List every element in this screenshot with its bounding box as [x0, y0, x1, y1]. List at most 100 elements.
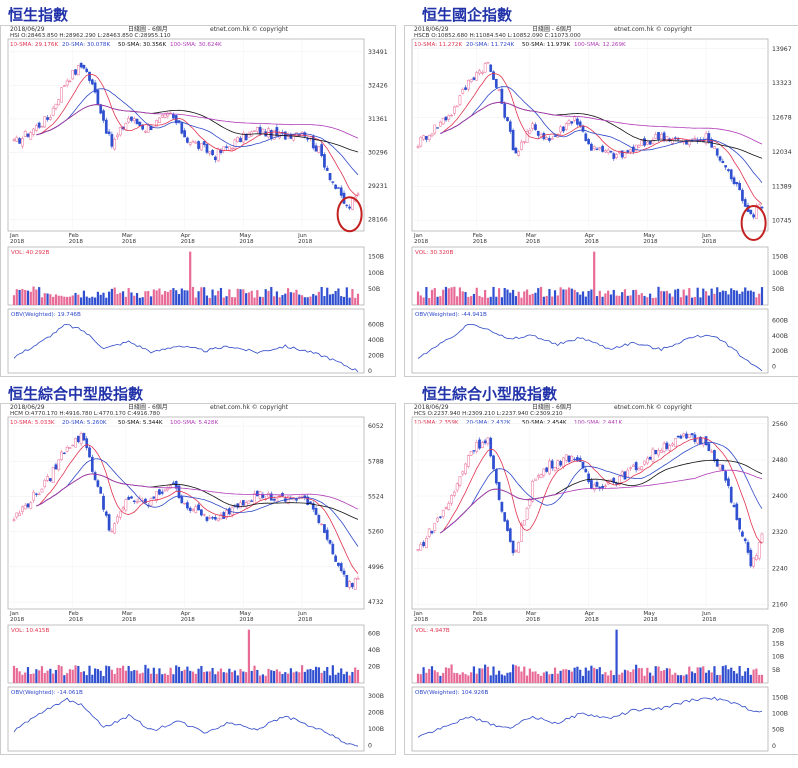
volume-tick-label: 50B: [368, 286, 380, 293]
volume-bar: [738, 293, 741, 305]
obv-tick-label: 0: [368, 368, 372, 375]
volume-bar: [674, 672, 677, 683]
volume-bar: [671, 674, 674, 683]
price-frame: [411, 38, 769, 232]
volume-bar: [85, 296, 88, 305]
volume-bar: [40, 666, 44, 683]
candle-body: [172, 114, 175, 119]
candle-body: [534, 124, 537, 130]
candle-body: [550, 138, 554, 140]
volume-tick-label: 100B: [368, 270, 384, 277]
candle-body: [746, 542, 750, 553]
candle-body: [356, 193, 360, 196]
volume-bar: [71, 669, 74, 683]
candle-body: [65, 447, 69, 452]
volume-bar: [450, 664, 453, 683]
candle-body: [430, 133, 434, 137]
volume-bar: [225, 296, 228, 305]
candle-body: [227, 146, 231, 151]
candle-body: [704, 133, 708, 144]
candle-body: [144, 131, 147, 133]
candle-body: [419, 136, 423, 147]
candle-body: [247, 132, 251, 138]
price-tick-label: 30296: [368, 149, 388, 156]
volume-bar: [124, 670, 127, 683]
chart-panel-hcm: 2018/06/29 日綫圖 - 6個月 etnet.com.hk © copyri…: [0, 403, 396, 759]
volume-bar: [442, 289, 445, 305]
candle-body: [545, 137, 549, 140]
volume-bar: [77, 294, 80, 305]
obv-tick-label: 150B: [772, 694, 788, 701]
candle-body: [211, 149, 214, 156]
volume-bar: [351, 289, 354, 305]
volume-bar: [456, 296, 459, 305]
volume-bar: [107, 291, 111, 305]
volume-bar: [205, 671, 209, 683]
volume-bar: [679, 675, 682, 683]
candle-body: [710, 451, 714, 453]
candle-body: [202, 141, 206, 145]
candle-body: [194, 506, 198, 513]
volume-bar: [32, 673, 35, 683]
candle-body: [461, 89, 465, 94]
header-ohlc: HCM O:4770.170 H:4916.780 L:4770.170 C:4…: [10, 411, 160, 417]
header-period: 日綫圖 - 6個月: [532, 403, 572, 411]
volume-bar: [688, 666, 691, 683]
candle-body: [104, 119, 108, 134]
volume-bar: [340, 296, 343, 305]
volume-bar: [298, 294, 301, 305]
candle-body: [489, 437, 493, 457]
candle-body: [155, 120, 158, 127]
candle-body: [447, 503, 451, 510]
candle-body: [104, 511, 108, 516]
volume-bar: [693, 673, 696, 683]
price-tick-label: 5260: [368, 529, 384, 536]
volume-bar: [461, 672, 464, 683]
volume-bar: [486, 297, 490, 305]
volume-bar: [663, 291, 666, 305]
volume-bar: [444, 286, 448, 305]
volume-bar: [177, 666, 181, 683]
volume-bar: [74, 292, 77, 305]
volume-bar: [506, 289, 509, 305]
candle-body: [152, 496, 156, 499]
volume-bar: [172, 288, 175, 305]
volume-bar: [175, 665, 178, 683]
candle-body: [186, 137, 189, 143]
price-tick-label: 12678: [772, 115, 792, 122]
candle-body: [158, 117, 161, 123]
candle-body: [37, 493, 41, 496]
volume-bar: [551, 673, 554, 683]
candle-body: [32, 491, 35, 501]
volume-bar: [511, 289, 515, 305]
x-tick-year: 2018: [69, 617, 84, 623]
volume-bar: [696, 667, 699, 683]
obv-tick-label: 0: [772, 363, 776, 370]
candle-body: [659, 134, 663, 139]
candle-body: [419, 544, 423, 551]
volume-legend: VOL: 4.947B: [415, 628, 450, 634]
volume-bar: [194, 297, 197, 305]
volume-bar: [264, 675, 267, 683]
candle-body: [741, 531, 744, 537]
volume-bar: [531, 671, 534, 683]
candle-body: [732, 504, 736, 507]
sma-legend-2: 20-SMA: 2.432K: [466, 420, 511, 426]
candle-body: [433, 523, 437, 531]
volume-bar: [654, 297, 657, 305]
volume-bar: [191, 671, 195, 683]
volume-bar: [721, 666, 724, 683]
volume-bar: [239, 289, 242, 305]
volume-bar: [121, 291, 125, 305]
candle-body: [668, 445, 672, 451]
sma-legend-2: 20-SMA: 5.260K: [62, 420, 107, 426]
volume-bar: [345, 287, 348, 305]
candle-body: [517, 542, 521, 553]
sma-legend-2: 20-SMA: 30.078K: [62, 42, 110, 48]
candle-body: [743, 199, 747, 207]
candle-body: [631, 146, 635, 152]
volume-bar: [755, 668, 758, 683]
chart-title-hcm: 恒生綜合中型股指數: [8, 385, 144, 403]
candle-body: [511, 129, 515, 151]
volume-bar: [200, 666, 203, 683]
